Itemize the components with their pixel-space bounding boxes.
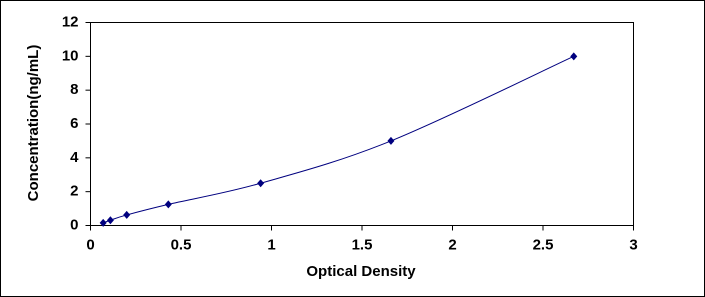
x-tick-label: 0 <box>86 236 94 253</box>
y-tick-label: 6 <box>70 115 78 132</box>
x-tick-label: 3 <box>629 236 637 253</box>
y-tick-label: 8 <box>70 81 78 98</box>
point <box>257 179 265 188</box>
point <box>387 136 395 145</box>
y-tick-label: 2 <box>70 183 78 200</box>
x-tick-label: 2 <box>448 236 456 253</box>
y-tick-label: 10 <box>62 47 79 64</box>
y-tick-label: 12 <box>62 13 79 30</box>
point <box>570 52 578 61</box>
point <box>106 216 114 225</box>
x-tick-label: 0.5 <box>171 236 192 253</box>
x-axis-title: Optical Density <box>306 263 416 280</box>
x-tick-label: 2.5 <box>533 236 554 253</box>
point <box>123 210 131 219</box>
x-tick-label: 1 <box>267 236 275 253</box>
point <box>164 200 172 209</box>
point <box>99 218 107 227</box>
y-axis-title: Concentration(ng/mL) <box>25 45 42 202</box>
y-tick-label: 4 <box>70 149 79 166</box>
x-tick-label: 1.5 <box>352 236 373 253</box>
y-tick-label: 0 <box>70 216 78 233</box>
